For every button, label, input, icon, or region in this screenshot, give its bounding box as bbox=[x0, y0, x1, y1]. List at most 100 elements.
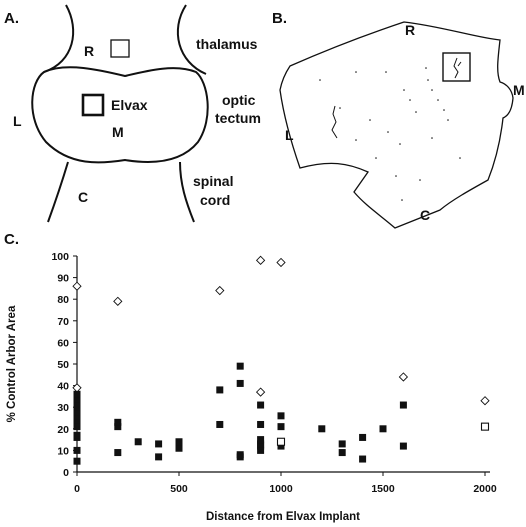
arbor-grid-dots bbox=[319, 67, 461, 201]
point-filled-square bbox=[73, 446, 81, 454]
panel-c-label: C. bbox=[4, 231, 19, 248]
point-open-diamond bbox=[398, 372, 409, 382]
y-tick-label: 50 bbox=[57, 359, 69, 371]
y-tick-label: 70 bbox=[57, 316, 69, 328]
point-open-diamond bbox=[480, 396, 490, 406]
boxed-arbor-trace bbox=[453, 57, 462, 79]
point-filled-square bbox=[359, 455, 367, 463]
y-axis-ticks: 0 10 20 30 40 50 60 70 80 90 100 bbox=[51, 251, 77, 479]
spinal-cord-outline-left bbox=[47, 161, 69, 223]
b-label-caudal: C bbox=[420, 207, 430, 223]
label-caudal: C bbox=[78, 189, 88, 205]
point-filled-square bbox=[277, 423, 285, 431]
point-filled-square bbox=[73, 390, 81, 398]
thalamus-outline-right bbox=[176, 4, 207, 75]
point-filled-square bbox=[359, 433, 367, 441]
point-filled-square bbox=[134, 438, 142, 446]
y-tick-label: 0 bbox=[63, 467, 69, 479]
thalamus-label: thalamus bbox=[196, 36, 258, 52]
y-tick-label: 100 bbox=[51, 251, 69, 263]
point-open-square bbox=[480, 422, 490, 431]
y-axis-label: % Control Arbor Area bbox=[6, 305, 18, 422]
data-points bbox=[72, 255, 490, 465]
point-filled-square bbox=[399, 442, 407, 450]
tectum-label: tectum bbox=[215, 110, 261, 126]
x-tick-label: 500 bbox=[170, 483, 188, 495]
point-filled-square bbox=[277, 442, 285, 450]
y-tick-label: 90 bbox=[57, 273, 69, 285]
point-filled-square bbox=[73, 416, 81, 424]
point-filled-square bbox=[236, 362, 244, 370]
y-tick-label: 10 bbox=[57, 445, 69, 457]
point-filled-square bbox=[277, 412, 285, 420]
point-filled-square bbox=[175, 438, 183, 446]
point-filled-square bbox=[216, 386, 224, 394]
optic-tectum-outline bbox=[31, 66, 209, 164]
optic-label: optic bbox=[222, 92, 256, 108]
point-open-square bbox=[276, 437, 286, 446]
x-axis-ticks: 0 500 1000 1500 2000 bbox=[74, 472, 497, 495]
point-filled-square bbox=[73, 395, 81, 403]
x-tick-label: 1500 bbox=[371, 483, 395, 495]
point-filled-square bbox=[114, 449, 122, 457]
y-tick-label: 20 bbox=[57, 424, 69, 436]
point-filled-square bbox=[338, 440, 346, 448]
point-filled-square bbox=[73, 423, 81, 431]
lateral-arbor-trace bbox=[331, 105, 338, 139]
point-filled-square bbox=[257, 401, 265, 409]
arbor-box bbox=[442, 52, 471, 82]
thalamus-outline bbox=[43, 4, 75, 73]
x-axis-label: Distance from Elvax Implant bbox=[206, 511, 360, 523]
x-tick-label: 2000 bbox=[473, 483, 497, 495]
elvax-label: Elvax bbox=[111, 97, 148, 113]
elvax-implant-box bbox=[81, 93, 105, 117]
point-open-diamond bbox=[215, 285, 225, 296]
point-filled-square bbox=[257, 440, 265, 448]
spinal-cord-outline-right bbox=[179, 161, 195, 223]
panel-b-label: B. bbox=[272, 10, 287, 27]
cord-label: cord bbox=[200, 192, 230, 208]
point-filled-square bbox=[73, 399, 81, 407]
point-filled-square bbox=[216, 420, 224, 428]
point-filled-square bbox=[379, 425, 387, 433]
label-lateral: L bbox=[13, 113, 22, 129]
point-filled-square bbox=[114, 423, 122, 431]
point-open-diamond bbox=[72, 281, 82, 291]
point-filled-square bbox=[257, 420, 265, 428]
panel-c: C. 0 10 20 30 40 50 60 70 80 90 100 0 500 1000 1500 20… bbox=[4, 231, 497, 523]
point-open-diamond bbox=[72, 383, 82, 393]
panel-a: A. R Elvax M L C thalamus optic tectum s… bbox=[4, 4, 261, 223]
point-filled-square bbox=[318, 425, 326, 433]
label-medial: M bbox=[112, 124, 124, 140]
b-label-medial: M bbox=[513, 82, 525, 98]
point-filled-square bbox=[73, 431, 81, 439]
b-label-lateral: L bbox=[285, 127, 294, 143]
control-site-box bbox=[110, 39, 130, 58]
point-filled-square bbox=[257, 446, 265, 454]
y-tick-label: 30 bbox=[57, 402, 69, 414]
point-open-diamond bbox=[276, 257, 286, 268]
point-filled-square bbox=[155, 440, 163, 448]
point-open-diamond bbox=[255, 255, 266, 265]
point-filled-square bbox=[73, 403, 81, 411]
point-filled-square bbox=[175, 444, 183, 452]
point-filled-square bbox=[399, 401, 407, 409]
point-filled-square bbox=[257, 436, 265, 444]
panel-a-label: A. bbox=[4, 10, 19, 27]
panel-b: B. R M L C bbox=[272, 10, 525, 229]
point-filled-square bbox=[338, 449, 346, 457]
x-tick-label: 0 bbox=[74, 483, 80, 495]
y-tick-label: 80 bbox=[57, 294, 69, 306]
point-filled-square bbox=[73, 408, 81, 416]
x-tick-label: 1000 bbox=[269, 483, 293, 495]
label-rostral: R bbox=[84, 43, 94, 59]
point-filled-square bbox=[155, 453, 163, 461]
point-open-diamond bbox=[255, 387, 266, 397]
spinal-label: spinal bbox=[193, 173, 233, 189]
point-filled-square bbox=[73, 412, 81, 420]
y-tick-label: 60 bbox=[57, 337, 69, 349]
point-filled-square bbox=[73, 457, 81, 465]
b-label-rostral: R bbox=[405, 22, 415, 38]
tectum-wholemount-outline bbox=[279, 21, 514, 229]
